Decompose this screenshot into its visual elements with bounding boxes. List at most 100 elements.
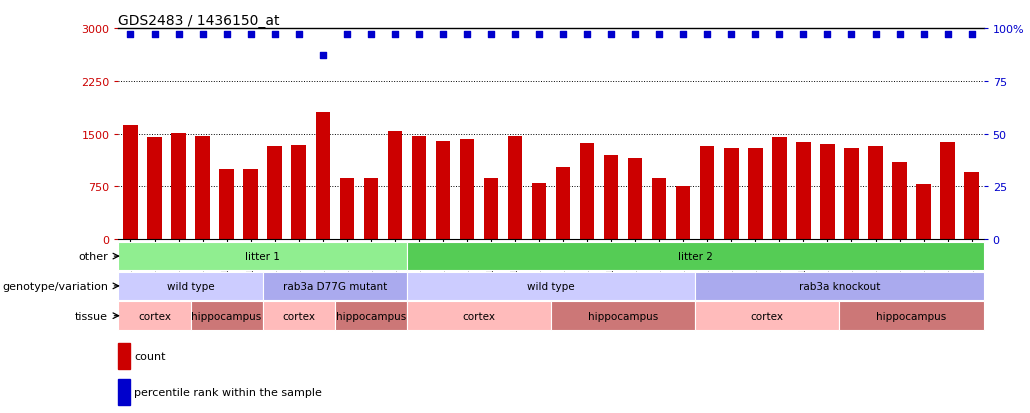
Bar <box>531 183 546 240</box>
Point <box>891 32 907 38</box>
Text: cortex: cortex <box>751 311 784 321</box>
Bar <box>964 173 978 240</box>
Bar <box>315 113 330 240</box>
Point <box>170 32 186 38</box>
Bar <box>364 178 378 240</box>
Point <box>555 32 572 38</box>
Point <box>146 32 163 38</box>
Point <box>651 32 667 38</box>
Point <box>530 32 547 38</box>
Point <box>867 32 884 38</box>
Point <box>411 32 427 38</box>
Text: GDS2483 / 1436150_at: GDS2483 / 1436150_at <box>118 14 280 28</box>
Bar <box>412 137 426 240</box>
Bar <box>147 138 162 240</box>
Bar <box>171 133 185 240</box>
Bar <box>118 272 263 301</box>
Text: litter 1: litter 1 <box>245 252 280 261</box>
Text: litter 2: litter 2 <box>678 252 713 261</box>
Point <box>290 32 307 38</box>
Bar <box>291 145 306 240</box>
Bar <box>604 155 618 240</box>
Text: hippocampus: hippocampus <box>336 311 406 321</box>
Bar <box>335 301 407 330</box>
Point <box>507 32 523 38</box>
Bar <box>551 301 695 330</box>
Point <box>218 32 235 38</box>
Text: count: count <box>134 351 166 361</box>
Bar <box>263 272 407 301</box>
Point <box>939 32 956 38</box>
Bar <box>340 178 354 240</box>
Text: cortex: cortex <box>462 311 495 321</box>
Bar <box>652 178 666 240</box>
Bar <box>118 242 407 271</box>
Bar <box>436 142 450 240</box>
Bar <box>191 301 263 330</box>
Bar <box>700 147 715 240</box>
Point <box>386 32 403 38</box>
Text: genotype/variation: genotype/variation <box>2 281 108 291</box>
Bar <box>940 142 955 240</box>
Point <box>363 32 379 38</box>
Bar <box>748 148 762 240</box>
Point <box>314 53 331 59</box>
Bar <box>407 272 695 301</box>
Bar <box>796 142 811 240</box>
Text: cortex: cortex <box>282 311 315 321</box>
Point <box>242 32 259 38</box>
Bar <box>695 301 839 330</box>
Bar <box>459 140 474 240</box>
Bar <box>484 178 499 240</box>
Bar <box>118 380 130 406</box>
Bar <box>917 185 931 240</box>
Text: cortex: cortex <box>138 311 171 321</box>
Point <box>123 32 139 38</box>
Bar <box>407 301 551 330</box>
Point <box>844 32 860 38</box>
Text: tissue: tissue <box>75 311 108 321</box>
Bar <box>263 301 335 330</box>
Text: rab3a D77G mutant: rab3a D77G mutant <box>282 281 387 291</box>
Bar <box>628 159 643 240</box>
Bar <box>772 138 787 240</box>
Point <box>458 32 475 38</box>
Point <box>627 32 644 38</box>
Text: hippocampus: hippocampus <box>192 311 262 321</box>
Point <box>795 32 812 38</box>
Bar <box>580 144 594 240</box>
Point <box>483 32 500 38</box>
Bar <box>724 148 739 240</box>
Bar <box>556 168 571 240</box>
Bar <box>868 146 883 240</box>
Text: other: other <box>78 252 108 261</box>
Text: hippocampus: hippocampus <box>877 311 947 321</box>
Bar <box>820 145 834 240</box>
Point <box>723 32 740 38</box>
Text: hippocampus: hippocampus <box>588 311 658 321</box>
Bar <box>268 147 282 240</box>
Point <box>771 32 788 38</box>
Point <box>603 32 619 38</box>
Point <box>699 32 716 38</box>
Bar <box>243 169 258 240</box>
Bar <box>387 132 402 240</box>
Point <box>819 32 835 38</box>
Point <box>579 32 595 38</box>
Text: wild type: wild type <box>167 281 214 291</box>
Bar <box>118 344 130 369</box>
Point <box>747 32 763 38</box>
Bar <box>124 126 138 240</box>
Bar <box>839 301 984 330</box>
Point <box>195 32 211 38</box>
Point <box>267 32 283 38</box>
Point <box>675 32 691 38</box>
Bar <box>845 149 859 240</box>
Point <box>435 32 451 38</box>
Bar <box>196 137 210 240</box>
Bar <box>508 137 522 240</box>
Point <box>916 32 932 38</box>
Bar <box>695 272 984 301</box>
Point <box>339 32 355 38</box>
Text: wild type: wild type <box>527 281 575 291</box>
